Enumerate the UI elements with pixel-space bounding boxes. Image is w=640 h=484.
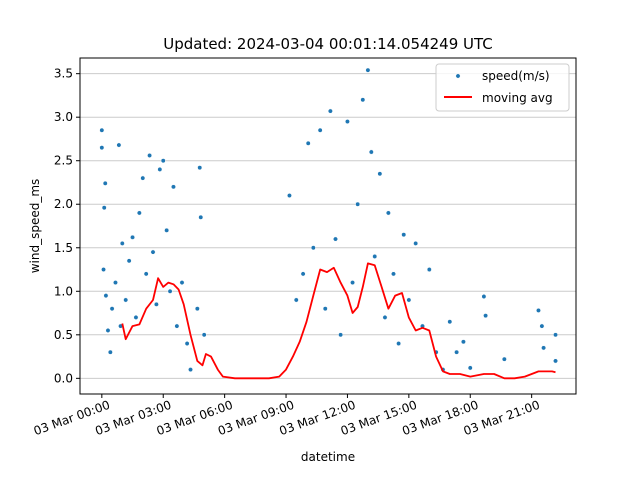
speed-point [123,297,129,303]
speed-point [99,145,105,151]
speed-point [333,236,338,242]
speed-point [160,158,166,164]
moving-avg-line [121,262,556,380]
legend: speed(m/s) moving avg [435,63,570,112]
y-axis-label: wind_speed_ms [28,179,42,274]
legend-label-moving-avg: moving avg [482,91,553,105]
speed-point [147,153,153,158]
speed-point [105,328,111,333]
y-tick-label: 0.0 [54,371,73,385]
speed-point [198,214,204,220]
speed-point [140,175,146,181]
speed-point [536,307,541,313]
speed-point [365,67,371,73]
speed-point [99,127,105,133]
speed-point [197,165,203,171]
y-tick-label: 1.5 [54,241,73,255]
speed-point [167,288,173,294]
speed-point [287,193,292,198]
speed-point [164,227,170,233]
speed-point [133,314,139,320]
speed-point [377,171,383,177]
speed-point [310,245,316,251]
speed-point [553,332,558,338]
speed-point [179,280,185,286]
speed-point [194,306,200,312]
speed-point [116,142,122,148]
grid-layer [80,73,576,379]
plot-area-frame [79,57,577,395]
y-tick-label: 2.0 [54,197,73,211]
speed-point [126,258,132,264]
speed-point [447,319,453,325]
speed-point [338,332,344,338]
speed-point [327,108,333,114]
speed-point [553,358,558,364]
x-axis-label: datetime [301,450,355,464]
speed-point [143,271,149,277]
speed-point [171,184,176,190]
speed-point [406,297,412,303]
y-tick-label: 2.5 [54,154,73,168]
speed-point [501,356,507,362]
speed-point [481,294,487,299]
speed-point [305,140,311,146]
speed-point [385,210,391,216]
speed-point [174,323,180,329]
speed-point [382,314,388,320]
speed-point [401,232,407,238]
speed-point [372,254,378,259]
legend-scatter-marker [455,73,461,79]
speed-point [541,345,547,351]
speed-point [483,313,489,319]
speed-point [396,341,402,346]
speed-point [150,249,156,255]
speed-point [317,127,323,133]
speed-point [102,180,108,186]
moving-avg-layer [121,262,556,380]
y-tick-label: 3.0 [54,110,73,124]
y-tick-label: 3.5 [54,67,73,81]
speed-point [350,280,356,286]
chart-title: Updated: 2024-03-04 00:01:14.054249 UTC [163,35,493,53]
speed-point [344,119,350,124]
legend-box [435,63,570,112]
speed-point [293,297,299,303]
speed-point [454,349,460,355]
y-tick-label: 0.5 [54,328,73,342]
speed-point [153,301,159,307]
speed-point [360,97,366,103]
speed-point [539,323,545,329]
speed-point [130,234,135,240]
speed-point [300,271,306,277]
scatter-series-layer [99,67,558,373]
y-tick-label: 1.0 [54,284,73,298]
speed-point [109,306,115,312]
speed-point [426,267,432,272]
y-axis-ticks: 0.0 0.5 1.0 1.5 2.0 2.5 3.0 3.5 [54,67,80,385]
speed-point [322,306,328,312]
speed-point [201,332,207,338]
speed-point [136,210,142,216]
speed-point [119,240,125,246]
speed-point [184,341,190,346]
speed-point [413,240,419,246]
speed-point [368,149,374,155]
legend-label-speed: speed(m/s) [482,69,550,83]
speed-point [107,349,113,355]
speed-point [157,166,163,172]
speed-point [391,271,396,277]
speed-point [103,293,109,299]
speed-point [113,280,118,286]
speed-point [188,367,193,373]
speed-point [460,339,466,345]
speed-point [355,201,361,207]
speed-point [101,205,107,211]
speed-point [101,267,106,272]
speed-point [467,365,473,371]
